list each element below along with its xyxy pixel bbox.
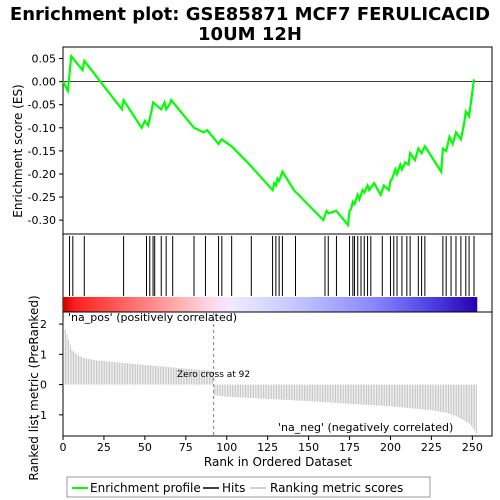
rank-x-tick-label: 125 — [257, 441, 278, 454]
rank-x-tick-label: 225 — [421, 441, 442, 454]
ranking-x-axis-label: Rank in Ordered Dataset — [204, 455, 352, 469]
chart-title-line1: Enrichment plot: GSE85871 MCF7 FERULICAC… — [10, 4, 490, 25]
enrichment-panel: 0.05 0.00 -0.05 -0.10 -0.15 -0.20 -0.25 -0.30 E… — [11, 46, 493, 235]
negative-group-label: 'na_neg' (negatively correlated) — [278, 421, 453, 434]
legend-ranking-label: Ranking metric scores — [270, 481, 403, 495]
rank-x-tick-label: 50 — [138, 441, 152, 454]
rank-x-tick-label: 175 — [339, 441, 360, 454]
legend-hits-label: Hits — [222, 481, 245, 495]
hits-panel — [62, 233, 493, 313]
es-y-tick-label: -0.20 — [28, 168, 56, 181]
rank-y-tick-label: 2 — [40, 318, 47, 331]
rank-y-tick-label: 0 — [40, 379, 47, 392]
enrichment-y-axis-label: Enrichment score (ES) — [11, 84, 25, 217]
legend: Enrichment profile Hits Ranking metric s… — [66, 476, 431, 498]
chart-title-line2: 10UM 12H — [198, 24, 302, 45]
rank-x-tick-label: 75 — [179, 441, 193, 454]
rank-y-tick-label: -1 — [36, 409, 47, 422]
es-y-tick-label: 0.00 — [32, 76, 57, 89]
rank-x-tick-label: 100 — [216, 441, 237, 454]
es-y-tick-label: -0.25 — [28, 191, 56, 204]
rank-x-tick-label: 25 — [97, 441, 111, 454]
es-y-tick-label: -0.10 — [28, 122, 56, 135]
rank-x-tick-label: 150 — [298, 441, 319, 454]
rank-y-tick-label: 1 — [40, 348, 47, 361]
es-y-tick-label: -0.05 — [28, 99, 56, 112]
es-y-tick-label: 0.05 — [32, 53, 57, 66]
rank-x-tick-label: 0 — [60, 441, 67, 454]
ranking-panel: Zero cross at 92 'na_pos' (positively co… — [27, 295, 493, 481]
ranking-y-axis-label: Ranked list metric (PreRanked) — [27, 295, 41, 480]
positive-group-label: 'na_pos' (positively correlated) — [68, 311, 237, 324]
legend-enrichment-label: Enrichment profile — [90, 481, 201, 495]
es-y-tick-label: -0.15 — [28, 145, 56, 158]
enrichment-profile-line — [62, 53, 476, 228]
legend-box — [66, 476, 431, 498]
rank-x-tick-label: 200 — [380, 441, 401, 454]
ranking-heatmap-bar — [63, 297, 478, 312]
es-y-tick-label: -0.30 — [28, 214, 56, 227]
zero-cross-label: Zero cross at 92 — [177, 370, 250, 380]
rank-x-tick-label: 250 — [462, 441, 483, 454]
enrichment-plot-area — [62, 46, 493, 235]
